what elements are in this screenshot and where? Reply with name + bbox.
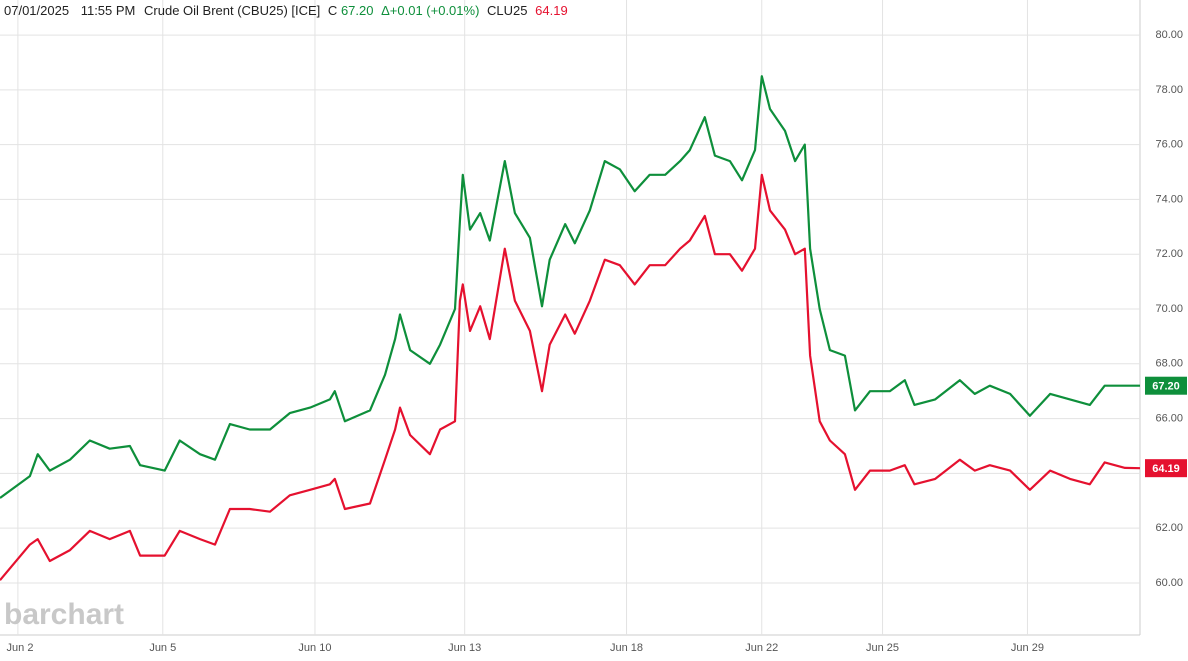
x-tick-label: Jun 10	[298, 642, 331, 654]
y-tick-label: 66.00	[1155, 412, 1183, 424]
y-tick-label: 68.00	[1155, 358, 1183, 370]
header-close2: 64.19	[535, 3, 568, 18]
x-tick-label: Jun 2	[7, 642, 34, 654]
y-tick-label: 78.00	[1155, 84, 1183, 96]
lines	[0, 75, 1141, 581]
x-tick-label: Jun 25	[866, 642, 899, 654]
line-series	[0, 173, 1141, 581]
y-tick-label: 80.00	[1155, 29, 1183, 41]
header-close: 67.20	[341, 3, 374, 18]
grid	[0, 0, 1141, 636]
header-symbol2: CLU25	[487, 3, 527, 18]
header-change: Δ+0.01 (+0.01%)	[381, 3, 479, 18]
y-tick-label: 76.00	[1155, 139, 1183, 151]
x-tick-label: Jun 5	[149, 642, 176, 654]
y-tick-label: 70.00	[1155, 303, 1183, 315]
x-tick-label: Jun 22	[745, 642, 778, 654]
last-value-badge	[1145, 459, 1187, 478]
header-symbol: Crude Oil Brent (CBU25) [ICE]	[144, 3, 320, 18]
header-date: 07/01/2025	[4, 3, 69, 18]
last-value-label: 67.20	[1152, 381, 1180, 393]
line-series	[0, 75, 1140, 499]
header-close-prefix: C	[328, 3, 337, 18]
y-tick-label: 62.00	[1155, 522, 1183, 534]
watermark: barchart	[4, 598, 124, 631]
y-tick-label: 72.00	[1155, 248, 1183, 260]
header-time: 11:55 PM	[81, 3, 136, 18]
x-tick-label: Jun 29	[1011, 642, 1044, 654]
last-value-label: 64.19	[1152, 463, 1180, 475]
x-tick-label: Jun 13	[448, 642, 481, 654]
y-tick-label: 60.00	[1155, 577, 1183, 589]
y-tick-label: 74.00	[1155, 193, 1183, 205]
x-tick-label: Jun 18	[610, 642, 643, 654]
last-value-badge	[1145, 376, 1187, 395]
chart-header: 07/01/2025 11:55 PM Crude Oil Brent (CBU…	[4, 3, 568, 18]
